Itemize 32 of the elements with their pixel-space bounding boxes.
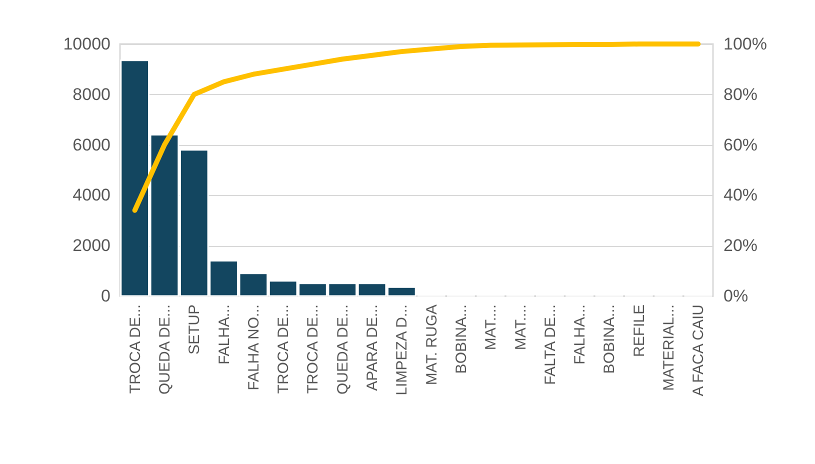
- y-tick-label: 10000: [63, 34, 110, 54]
- x-tick-label: BOBINA...: [452, 304, 470, 374]
- x-tick-label: QUEDA DE...: [156, 304, 174, 395]
- y2-tick-label: 20%: [724, 236, 758, 256]
- x-tick-label: MAT. RUGA: [423, 304, 440, 386]
- x-tick-label: FALTA DE...: [542, 304, 559, 385]
- y-tick-label: 4000: [72, 186, 110, 205]
- x-tick-label: FALHA...: [572, 304, 589, 365]
- x-tick-label: BOBINA...: [601, 304, 618, 374]
- x-tick-label: APARA DE...: [364, 304, 382, 391]
- y2-tick-label: 60%: [724, 135, 758, 154]
- x-tick-label: FALHA...: [216, 304, 233, 365]
- x-tick-label: A FACA CAIU: [690, 304, 708, 396]
- y2-tick-label: 100%: [724, 34, 767, 54]
- x-tick-label: TROCA DE...: [275, 304, 292, 394]
- x-tick-label: MATERIAL...: [660, 304, 678, 391]
- x-tick-label: TROCA DE...: [304, 304, 322, 394]
- x-tick-label: REFILE: [630, 304, 648, 358]
- x-tick-label: LIMPEZA D...: [394, 304, 411, 396]
- x-tick-label: MAT....: [512, 304, 530, 350]
- y2-tick-label: 0%: [724, 286, 748, 306]
- y-tick-label: 6000: [72, 135, 110, 154]
- x-tick-label: FALHA NO...: [245, 304, 262, 390]
- x-tick-label: QUEDA DE...: [334, 304, 352, 395]
- y-tick-label: 8000: [72, 84, 110, 104]
- x-tick-label: TROCA DE...: [126, 304, 144, 394]
- y-tick-label: 2000: [72, 236, 110, 256]
- x-tick-label: SETUP: [186, 304, 204, 355]
- y2-tick-label: 40%: [724, 186, 758, 205]
- x-tick-label: MAT....: [482, 304, 500, 350]
- y2-tick-label: 80%: [724, 84, 758, 104]
- y-tick-label: 0: [101, 286, 110, 306]
